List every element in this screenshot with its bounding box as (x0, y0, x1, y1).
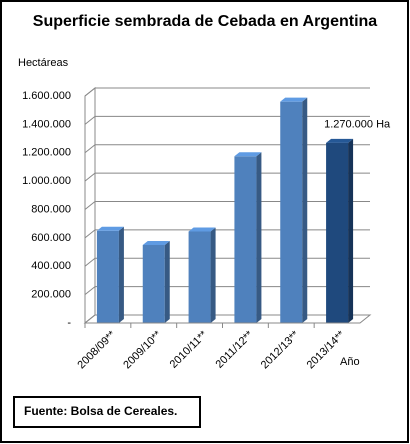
bar-top (188, 227, 216, 232)
source-box (13, 396, 201, 428)
x-tick-label: 2008/09** (75, 328, 118, 371)
grid-line (84, 144, 370, 154)
bar-top (280, 97, 308, 102)
bar-top (142, 240, 170, 245)
y-tick-label: 1.000.000 (22, 175, 71, 187)
bar-side (256, 152, 262, 323)
y-tick-label: 1.200.000 (22, 147, 71, 159)
bar-front (326, 142, 349, 323)
bar-side (302, 97, 308, 323)
grid-line (84, 286, 370, 296)
y-tick-label: 1.600.000 (22, 90, 71, 102)
y-tick-label: 800.000 (31, 203, 71, 215)
grid-line (84, 229, 370, 239)
bar-front (96, 230, 119, 323)
x-tick-label: 2010/11** (168, 328, 211, 371)
bar-side (348, 138, 354, 323)
x-tick-label: 2011/12** (214, 328, 257, 371)
grid-line (84, 87, 370, 97)
bar-front (234, 156, 257, 323)
bar-front (142, 244, 165, 323)
y-tick-label: 200.000 (31, 289, 71, 301)
x-tick-label: 2012/13** (259, 328, 302, 371)
bar-top (96, 226, 124, 231)
bar-side (210, 227, 216, 323)
grid-line (84, 115, 370, 125)
bar-top (326, 138, 354, 143)
bar-side (118, 226, 124, 323)
grid-line (84, 172, 370, 182)
source-note: Fuente: Bolsa de Cereales. (24, 404, 177, 418)
grid-line (84, 314, 370, 324)
grid-line (84, 257, 370, 267)
x-axis-label: Año (340, 356, 360, 368)
bar-front (188, 231, 211, 323)
value-label: 1.270.000 Ha (324, 119, 391, 131)
y-tick-label: 1.400.000 (22, 118, 71, 130)
bar-side (164, 240, 170, 323)
chart-title: Superficie sembrada de Cebada en Argenti… (33, 13, 378, 30)
y-axis-label: Hectáreas (18, 57, 69, 69)
y-tick-label: - (67, 317, 71, 329)
grid-line (84, 201, 370, 210)
y-tick-label: 400.000 (31, 260, 71, 272)
x-tick-label: 2009/10** (121, 328, 164, 371)
bar-top (234, 152, 262, 157)
y-tick-label: 600.000 (31, 232, 71, 244)
bar-front (280, 101, 303, 323)
